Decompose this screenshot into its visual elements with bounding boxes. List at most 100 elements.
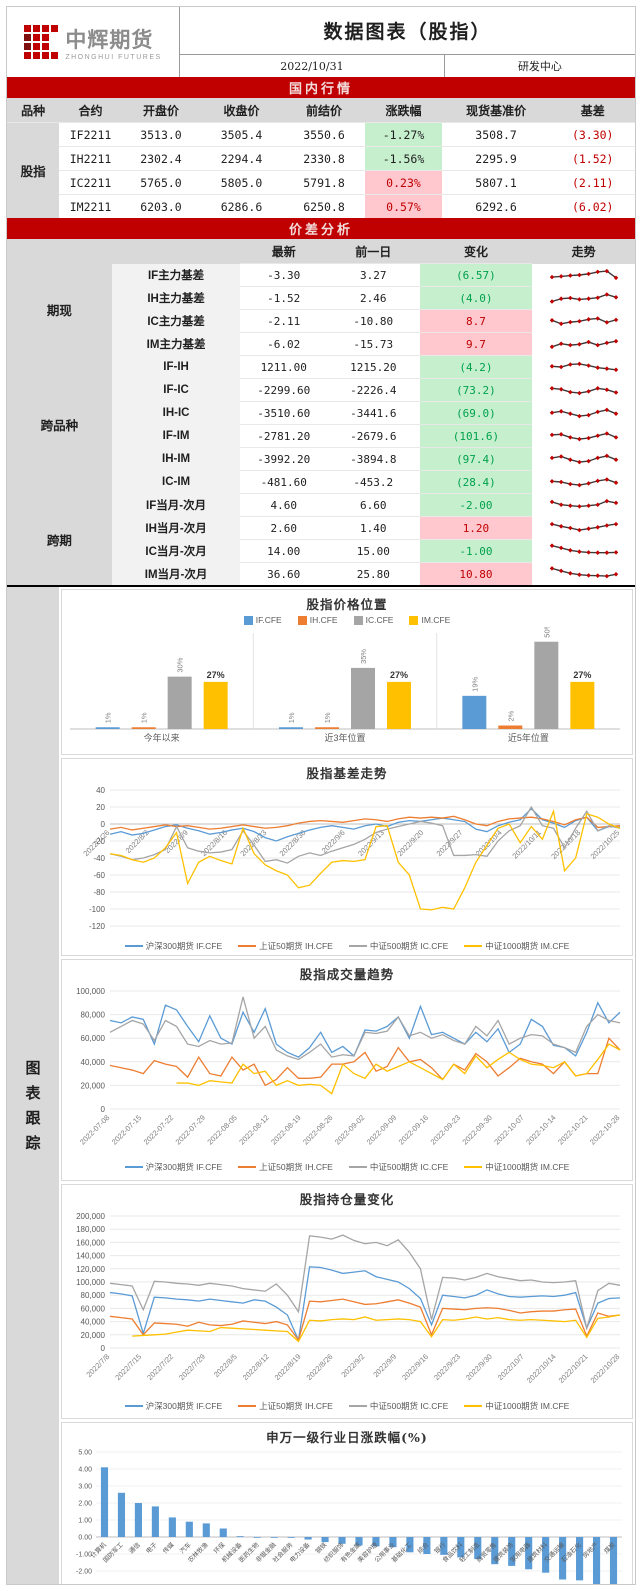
spread-row-label: IF当月-次月 (111, 493, 241, 517)
market-col-header: 基差 (550, 98, 635, 123)
svg-text:100,000: 100,000 (76, 987, 105, 996)
legend-label: 中证1000期货 IM.CFE (485, 940, 570, 951)
market-row: IM2211 6203.0 6286.6 6250.8 0.57% 6292.6 (6.02… (7, 194, 635, 218)
legend-label: 上证50期货 IH.CFE (259, 940, 333, 951)
market-cell-close: 5805.0 (200, 170, 283, 195)
svg-text:2022/7/15: 2022/7/15 (113, 1352, 143, 1382)
spread-cell-latest: -2781.20 (240, 424, 328, 448)
legend-label: IF.CFE (255, 615, 282, 625)
svg-text:2022/10/28: 2022/10/28 (589, 1352, 622, 1385)
spread-row: IF-IC -2299.60 -2226.4 (73.2) (7, 378, 635, 402)
svg-text:2022-09-16: 2022-09-16 (397, 1113, 430, 1146)
chart-title: 股指成交量趋势 (299, 967, 395, 983)
svg-text:19%: 19% (470, 676, 479, 691)
svg-text:2022-08-26: 2022-08-26 (301, 1113, 334, 1146)
svg-text:汽车: 汽车 (177, 1540, 192, 1555)
legend-swatch (243, 615, 253, 625)
spread-cell-change: (101.6) (419, 424, 533, 448)
market-col-header: 开盘价 (121, 98, 201, 123)
market-col-header: 合约 (59, 98, 122, 123)
svg-text:环保: 环保 (211, 1540, 227, 1556)
spread-header-blank (7, 239, 241, 264)
spread-cell-change: (73.2) (419, 378, 533, 402)
svg-text:-2.00: -2.00 (76, 1569, 92, 1576)
svg-text:30%: 30% (176, 657, 185, 672)
spread-row-label: IH主力基差 (111, 286, 241, 310)
legend-swatch (348, 944, 367, 947)
market-col-header: 涨跌幅 (365, 98, 442, 123)
spread-row-label: IC-IM (111, 470, 241, 494)
market-cell-open: 3513.0 (121, 122, 201, 147)
report-title: 数据图表（股指） (323, 21, 492, 43)
market-cell-prev: 2330.8 (282, 146, 366, 171)
spread-cell-latest: 1211.00 (240, 355, 328, 379)
spread-row: IM主力基差 -6.02 -15.73 9.7 (7, 332, 635, 356)
svg-text:5.00: 5.00 (78, 1450, 92, 1457)
market-col-header: 收盘价 (200, 98, 283, 123)
svg-text:180,000: 180,000 (76, 1225, 105, 1234)
legend-swatch (297, 615, 307, 625)
trend-sparkline (532, 333, 635, 356)
svg-text:2022-10-28: 2022-10-28 (588, 1113, 621, 1146)
legend-swatch (464, 1166, 483, 1169)
legend-swatch (124, 1166, 143, 1169)
market-cell-close: 3505.4 (200, 122, 283, 147)
svg-text:50%: 50% (542, 627, 551, 638)
logo-grid-icon (24, 25, 59, 59)
svg-text:2022-10-14: 2022-10-14 (524, 1113, 557, 1146)
spread-group-label: 跨品种 (7, 355, 112, 494)
spread-cell-change: 10.80 (419, 562, 533, 585)
spread-cell-change: 9.7 (419, 332, 533, 356)
spread-cell-prev: -2226.4 (327, 378, 420, 402)
svg-text:40: 40 (96, 786, 105, 795)
spread-cell-latest: 14.00 (240, 539, 328, 563)
svg-text:2022/10/7: 2022/10/7 (496, 1352, 526, 1382)
svg-text:2022/9/9: 2022/9/9 (371, 1352, 398, 1379)
market-cell-contract: IF2211 (59, 122, 122, 147)
spread-cell-latest: 2.60 (240, 516, 328, 540)
svg-text:2022/8/19: 2022/8/19 (273, 1352, 303, 1382)
svg-text:2.00: 2.00 (78, 1501, 92, 1508)
spread-cell-prev: 25.80 (327, 562, 420, 585)
svg-text:20: 20 (96, 803, 105, 812)
svg-text:140,000: 140,000 (76, 1251, 105, 1260)
svg-text:0: 0 (101, 1105, 106, 1114)
svg-text:80,000: 80,000 (81, 1011, 106, 1020)
svg-text:60,000: 60,000 (81, 1304, 106, 1313)
market-cell-prev: 3550.6 (282, 122, 366, 147)
svg-text:2022-09-30: 2022-09-30 (460, 1113, 493, 1146)
spread-cell-prev: -453.2 (327, 470, 420, 494)
spread-row: IM当月-次月 36.60 25.80 10.80 (7, 562, 635, 585)
market-row: IC2211 5765.0 5805.0 5791.8 0.23% 5807.1 (2.11… (7, 170, 635, 195)
spread-cell-change: (4.0) (419, 286, 533, 310)
spread-row: 期现 IF主力基差 -3.30 3.27 (6.57) (7, 263, 635, 356)
svg-text:35%: 35% (359, 649, 368, 664)
svg-text:2022/9/30: 2022/9/30 (464, 1352, 494, 1382)
svg-text:通信: 通信 (127, 1540, 142, 1555)
market-table: 品种 合约 开盘价 收盘价 前结价 涨跌幅 现货基准价 基差 股指 IF2211 3513.0 350… (7, 98, 635, 218)
svg-text:2022-08-19: 2022-08-19 (269, 1113, 302, 1146)
trend-sparkline (532, 494, 635, 517)
svg-text:2022-10-21: 2022-10-21 (556, 1113, 589, 1146)
spread-row-label: IF-IH (111, 355, 241, 379)
market-cell-prev: 5791.8 (282, 170, 366, 195)
svg-text:2022/9/2: 2022/9/2 (339, 1352, 366, 1379)
spread-row: IH-IM -3992.20 -3894.8 (97.4) (7, 447, 635, 471)
company-logo: 中辉期货 ZHONGHUI FUTURES (7, 7, 180, 77)
spread-row-label: IM当月-次月 (111, 562, 241, 585)
svg-text:2022-09-09: 2022-09-09 (365, 1113, 398, 1146)
spread-cell-latest: -2299.60 (240, 378, 328, 402)
chart-price-position: 股指价格位置 IF.CFE IH.CFE IC.CFE IM.CFE 1% 1% 30% 27%… (61, 589, 633, 755)
svg-text:0: 0 (101, 1344, 106, 1353)
legend-swatch (348, 1166, 367, 1169)
legend-label: 中证1000期货 IM.CFE (485, 1162, 570, 1173)
banner-spread-analysis: 价差分析 (7, 218, 635, 239)
trend-sparkline (532, 425, 635, 448)
chart-legend: IF.CFE IH.CFE IC.CFE IM.CFE (62, 613, 632, 627)
chart-sidebar: 图表跟踪 (7, 587, 59, 1584)
svg-text:2022-07-08: 2022-07-08 (78, 1113, 111, 1146)
spread-col-header: 变化 (419, 239, 533, 264)
market-cell-chg: 0.57% (365, 194, 442, 218)
svg-text:2022-09-23: 2022-09-23 (429, 1113, 462, 1146)
legend-label: 上证50期货 IH.CFE (259, 1400, 333, 1411)
